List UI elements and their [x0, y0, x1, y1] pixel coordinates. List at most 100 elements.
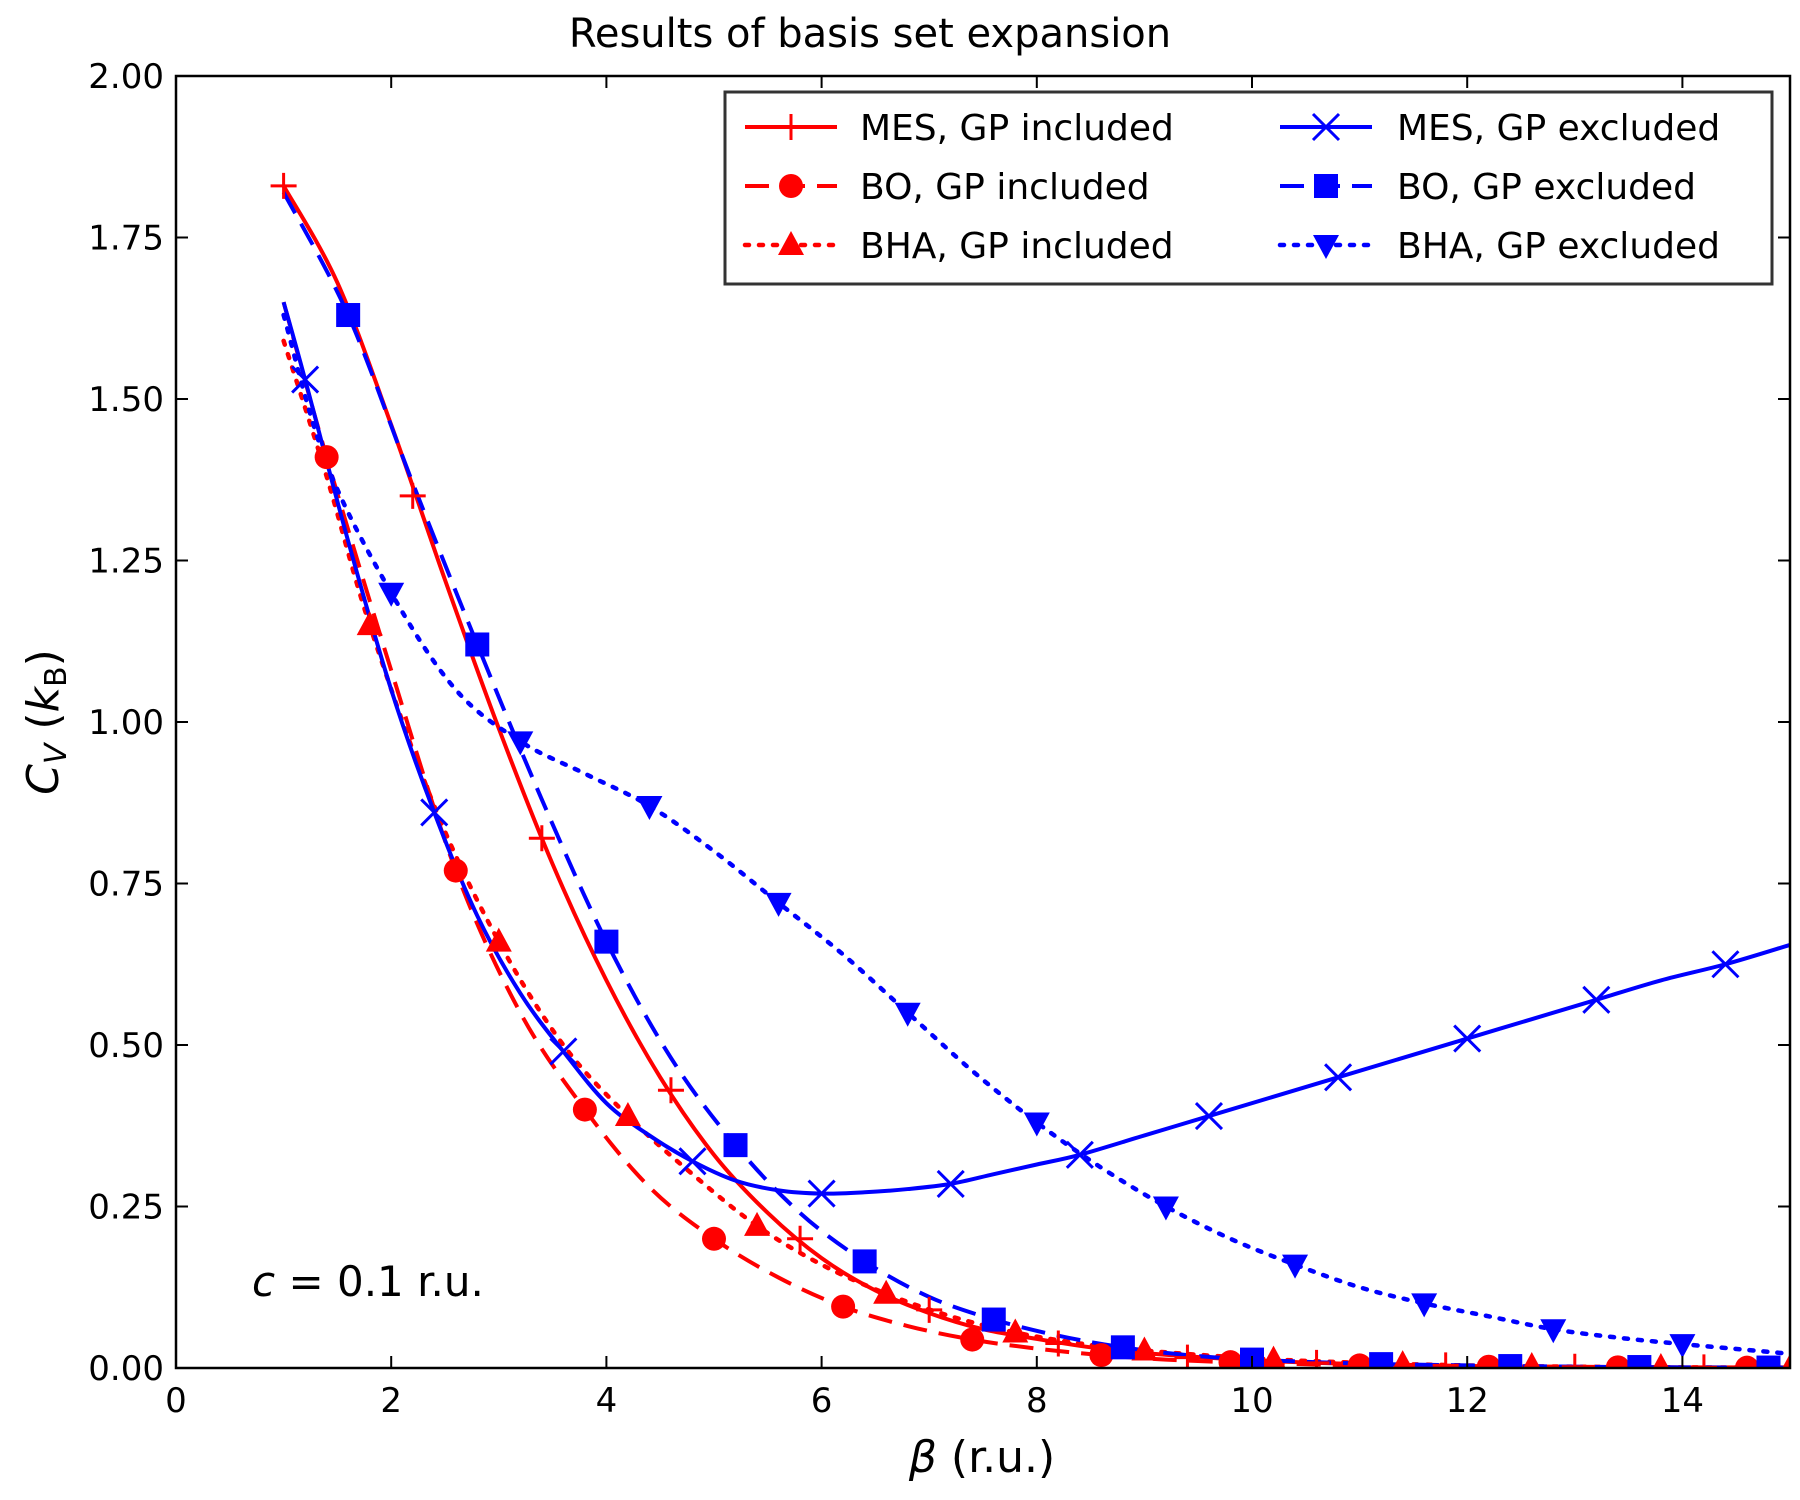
- y-tick-label: 0.75: [88, 865, 164, 905]
- markers-layer: [270, 172, 1790, 1368]
- marker-bha-gp-excluded: [636, 795, 663, 820]
- marker-mes-gp-included: [1432, 1352, 1459, 1368]
- y-axis-unit-sub: B: [39, 666, 74, 687]
- legend-marker-mes-gp-included: [778, 114, 804, 140]
- marker-mes-gp-excluded: [1453, 1024, 1482, 1053]
- marker-mes-gp-excluded: [420, 798, 449, 827]
- chart-title: Results of basis set expansion: [569, 11, 1171, 57]
- legend-marker-bha-gp-included: [778, 231, 804, 255]
- legend-label-bo-gp-excluded: BO, GP excluded: [1397, 167, 1696, 208]
- marker-bha-gp-excluded: [1411, 1293, 1438, 1318]
- annotation-c: c = 0.1 r.u.: [252, 1257, 484, 1306]
- marker-bo-gp-excluded: [1756, 1355, 1781, 1368]
- y-axis-unit-k: k: [18, 685, 69, 712]
- x-tick-label: 2: [380, 1381, 402, 1421]
- legend-label-mes-gp-excluded: MES, GP excluded: [1397, 108, 1720, 149]
- marker-bo-gp-included: [1089, 1343, 1114, 1368]
- marker-mes-gp-included: [399, 482, 426, 509]
- y-tick-label: 1.25: [88, 542, 164, 582]
- marker-bo-gp-included: [960, 1327, 985, 1352]
- y-tick-label: 1.00: [88, 703, 164, 743]
- series-line-mes-gp-excluded: [281, 301, 1790, 1196]
- y-axis-open: (: [18, 712, 69, 743]
- marker-bha-gp-included: [744, 1211, 771, 1236]
- x-tick-label: 12: [1446, 1381, 1489, 1421]
- y-tick-label: 1.50: [88, 380, 164, 420]
- series-line-bha-gp-included: [281, 338, 1790, 1368]
- marker-mes-gp-excluded: [678, 1147, 707, 1176]
- legend-marker-bha-gp-excluded: [1313, 235, 1339, 259]
- marker-mes-gp-excluded: [1711, 950, 1740, 979]
- marker-bo-gp-excluded: [1369, 1352, 1394, 1368]
- series-line-mes-gp-included: [281, 184, 1790, 1368]
- marker-bo-gp-excluded: [852, 1249, 877, 1274]
- marker-mes-gp-excluded: [936, 1169, 965, 1198]
- x-tick-label: 6: [811, 1381, 833, 1421]
- marker-mes-gp-excluded: [1582, 985, 1611, 1014]
- marker-bo-gp-excluded: [723, 1133, 748, 1158]
- x-axis-symbol: β: [908, 1432, 937, 1483]
- x-tick-label: 8: [1026, 1381, 1048, 1421]
- marker-bo-gp-excluded: [1498, 1354, 1523, 1368]
- marker-mes-gp-included: [787, 1225, 814, 1252]
- marker-bo-gp-excluded: [981, 1307, 1006, 1332]
- marker-mes-gp-excluded: [1065, 1140, 1094, 1169]
- y-axis: 0.00 0.25 0.50 0.75 1.00 1.25 1.50 1.75 2.00: [88, 57, 1790, 1389]
- marker-mes-gp-included: [1174, 1344, 1201, 1368]
- marker-bo-gp-included: [314, 445, 339, 470]
- marker-mes-gp-included: [1303, 1349, 1330, 1368]
- marker-bha-gp-excluded: [1282, 1254, 1309, 1279]
- marker-mes-gp-excluded: [1194, 1101, 1224, 1131]
- marker-bo-gp-excluded: [1627, 1355, 1652, 1368]
- marker-mes-gp-included: [1045, 1330, 1072, 1357]
- y-axis-title: CV (kB): [18, 649, 74, 795]
- x-axis-unit: (r.u.): [937, 1432, 1055, 1483]
- marker-bha-gp-excluded: [507, 731, 534, 756]
- legend: MES, GP included BO, GP included BHA, GP i…: [723, 90, 1774, 286]
- x-tick-label: 10: [1230, 1381, 1273, 1421]
- marker-bo-gp-included: [1218, 1350, 1243, 1368]
- marker-bo-gp-included: [1476, 1354, 1501, 1368]
- marker-bha-gp-included: [1782, 1353, 1790, 1368]
- marker-bha-gp-included: [1652, 1353, 1669, 1368]
- marker-bha-gp-included: [614, 1102, 641, 1127]
- marker-mes-gp-included: [1561, 1353, 1588, 1368]
- legend-frame: [723, 90, 1774, 286]
- annotation-value: = 0.1 r.u.: [275, 1257, 484, 1306]
- y-tick-label: 2.00: [88, 57, 164, 97]
- marker-bha-gp-included: [1523, 1352, 1541, 1368]
- marker-mes-gp-excluded: [1324, 1063, 1353, 1092]
- marker-mes-gp-included: [916, 1296, 943, 1323]
- marker-bha-gp-excluded: [1023, 1112, 1050, 1137]
- marker-bha-gp-excluded: [1540, 1319, 1567, 1344]
- y-tick-label: 0.25: [88, 1188, 164, 1228]
- x-axis-title: β (r.u.): [908, 1432, 1055, 1483]
- marker-bo-gp-included: [702, 1226, 726, 1251]
- marker-bo-gp-included: [572, 1097, 597, 1122]
- marker-bo-gp-included: [1734, 1355, 1759, 1368]
- marker-bo-gp-excluded: [336, 303, 361, 328]
- series-line-bo-gp-excluded: [281, 191, 1790, 1368]
- series-layer: [281, 184, 1790, 1368]
- legend-marker-mes-gp-excluded: [1311, 112, 1341, 142]
- legend-label-bo-gp-included: BO, GP included: [860, 167, 1150, 208]
- x-axis: 0 2 4 6 8 10 12 14: [165, 76, 1704, 1421]
- legend-label-bha-gp-excluded: BHA, GP excluded: [1397, 226, 1720, 267]
- y-tick-label: 0.50: [88, 1026, 164, 1066]
- marker-bha-gp-excluded: [378, 582, 405, 607]
- marker-bha-gp-included: [1131, 1336, 1158, 1361]
- marker-mes-gp-included: [657, 1077, 684, 1104]
- marker-bo-gp-included: [1605, 1355, 1630, 1368]
- marker-bo-gp-excluded: [465, 632, 490, 657]
- marker-bha-gp-included: [1002, 1318, 1029, 1343]
- marker-bha-gp-included: [1392, 1350, 1413, 1368]
- x-tick-label: 14: [1661, 1381, 1704, 1421]
- marker-mes-gp-included: [270, 172, 297, 199]
- marker-bo-gp-included: [1347, 1353, 1372, 1368]
- marker-bha-gp-included: [873, 1279, 900, 1304]
- legend-marker-bo-gp-excluded: [1314, 174, 1338, 198]
- marker-bha-gp-included: [1261, 1345, 1286, 1368]
- marker-mes-gp-excluded: [807, 1179, 836, 1208]
- marker-bha-gp-excluded: [1152, 1196, 1179, 1221]
- series-line-bo-gp-included: [281, 301, 1790, 1368]
